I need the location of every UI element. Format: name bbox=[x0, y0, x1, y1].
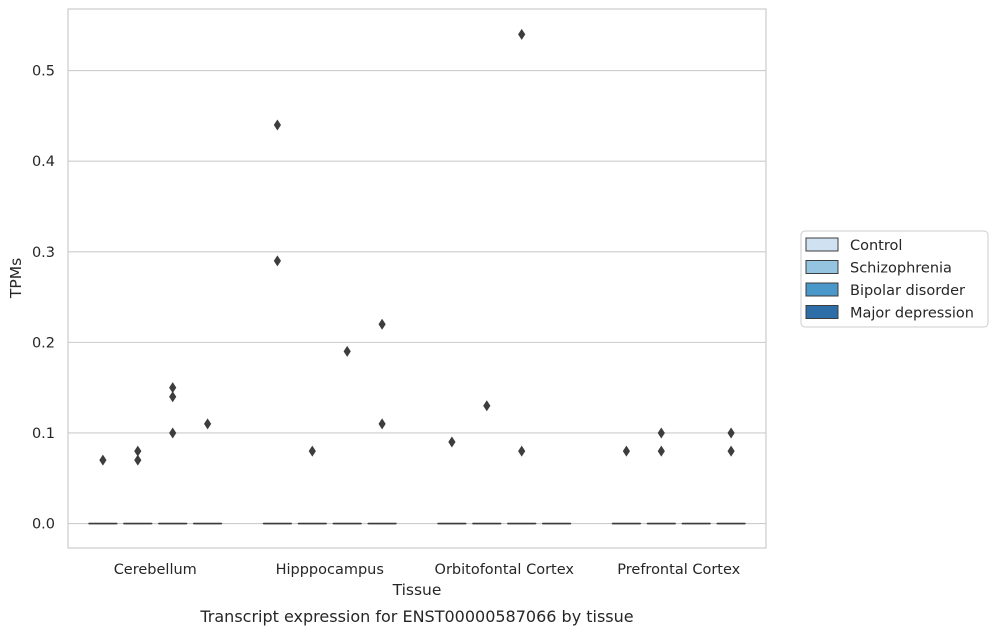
x-tick-label: Cerebellum bbox=[114, 562, 197, 578]
outlier-point bbox=[169, 382, 177, 394]
outlier-point bbox=[343, 345, 351, 357]
y-tick-label: 0.0 bbox=[32, 517, 55, 533]
outlier-point bbox=[518, 445, 526, 457]
outlier-point bbox=[378, 418, 386, 430]
y-axis-label: TPMs bbox=[7, 258, 25, 299]
outlier-point bbox=[134, 454, 142, 466]
y-tick-label: 0.5 bbox=[32, 64, 55, 80]
outlier-point bbox=[169, 391, 177, 403]
y-tick-label: 0.3 bbox=[32, 245, 55, 261]
legend-swatch bbox=[805, 282, 839, 297]
legend-label: Bipolar disorder bbox=[850, 283, 965, 299]
legend-label: Control bbox=[850, 238, 902, 254]
y-tick-label: 0.1 bbox=[32, 426, 55, 442]
outlier-point bbox=[483, 400, 491, 412]
legend-swatch bbox=[805, 305, 839, 319]
legend-frame bbox=[800, 230, 989, 328]
chart-caption: Transcript expression for ENST0000058706… bbox=[199, 607, 633, 626]
legend-label: Schizophrenia bbox=[850, 261, 952, 277]
legend-swatch bbox=[805, 237, 839, 252]
outlier-point bbox=[273, 255, 281, 267]
y-tick-label: 0.2 bbox=[32, 335, 55, 351]
x-tick-label: Prefrontal Cortex bbox=[617, 562, 740, 578]
outlier-point bbox=[308, 445, 316, 457]
plot-area-frame bbox=[67, 8, 767, 549]
outlier-point bbox=[622, 445, 630, 457]
legend-label: Major depression bbox=[850, 306, 974, 322]
outlier-point bbox=[378, 318, 386, 330]
legend-swatch bbox=[805, 260, 839, 274]
x-tick-label: Orbitofontal Cortex bbox=[435, 562, 575, 578]
legend: Control Schizophrenia Bipolar disorder Majo… bbox=[800, 230, 989, 328]
outlier-point bbox=[99, 454, 107, 466]
outlier-point bbox=[273, 119, 281, 131]
outlier-point bbox=[518, 28, 526, 40]
x-axis-ticks: Cerebellum Hipppocampus Orbitofontal Corte… bbox=[114, 562, 741, 578]
outlier-points bbox=[99, 28, 735, 466]
outlier-point bbox=[657, 445, 665, 457]
y-axis-ticks: 0.0 0.1 0.2 0.3 0.4 0.5 bbox=[32, 64, 55, 533]
outlier-point bbox=[204, 418, 212, 430]
outlier-point bbox=[134, 445, 142, 457]
outlier-point bbox=[657, 427, 665, 439]
outlier-point bbox=[169, 427, 177, 439]
y-tick-label: 0.4 bbox=[32, 154, 55, 170]
legend-items: Control Schizophrenia Bipolar disorder Majo… bbox=[805, 237, 974, 322]
outlier-point bbox=[727, 427, 735, 439]
outlier-point bbox=[448, 436, 456, 448]
x-axis-label: Tissue bbox=[392, 581, 442, 599]
outlier-point bbox=[727, 445, 735, 457]
x-tick-label: Hipppocampus bbox=[276, 562, 384, 578]
